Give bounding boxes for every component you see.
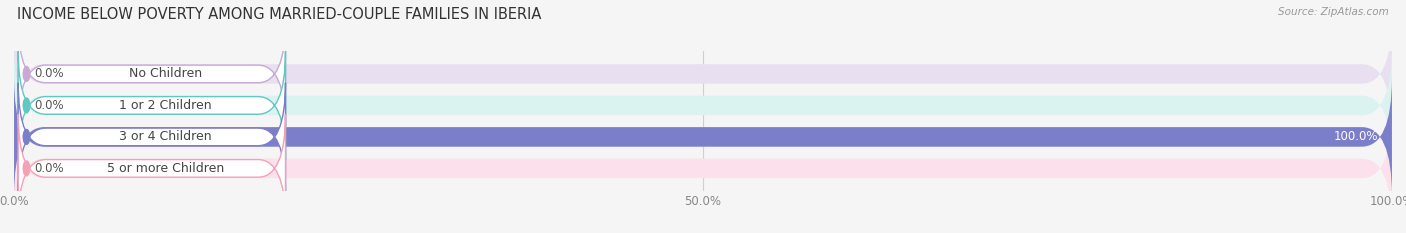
Circle shape (24, 66, 30, 81)
FancyBboxPatch shape (14, 77, 1392, 196)
FancyBboxPatch shape (14, 77, 1392, 196)
FancyBboxPatch shape (18, 51, 285, 160)
Text: 3 or 4 Children: 3 or 4 Children (120, 130, 212, 143)
Circle shape (24, 98, 30, 113)
FancyBboxPatch shape (14, 14, 1392, 134)
Text: 5 or more Children: 5 or more Children (107, 162, 224, 175)
Circle shape (24, 161, 30, 176)
Text: 0.0%: 0.0% (35, 67, 65, 80)
FancyBboxPatch shape (18, 114, 285, 223)
Text: 0.0%: 0.0% (35, 99, 65, 112)
FancyBboxPatch shape (18, 20, 285, 128)
Text: 100.0%: 100.0% (1334, 130, 1378, 143)
Text: No Children: No Children (129, 67, 202, 80)
Text: 1 or 2 Children: 1 or 2 Children (120, 99, 212, 112)
Text: Source: ZipAtlas.com: Source: ZipAtlas.com (1278, 7, 1389, 17)
FancyBboxPatch shape (18, 83, 285, 191)
Circle shape (24, 130, 30, 144)
FancyBboxPatch shape (14, 46, 1392, 165)
Text: INCOME BELOW POVERTY AMONG MARRIED-COUPLE FAMILIES IN IBERIA: INCOME BELOW POVERTY AMONG MARRIED-COUPL… (17, 7, 541, 22)
Text: 0.0%: 0.0% (35, 162, 65, 175)
FancyBboxPatch shape (14, 109, 1392, 228)
